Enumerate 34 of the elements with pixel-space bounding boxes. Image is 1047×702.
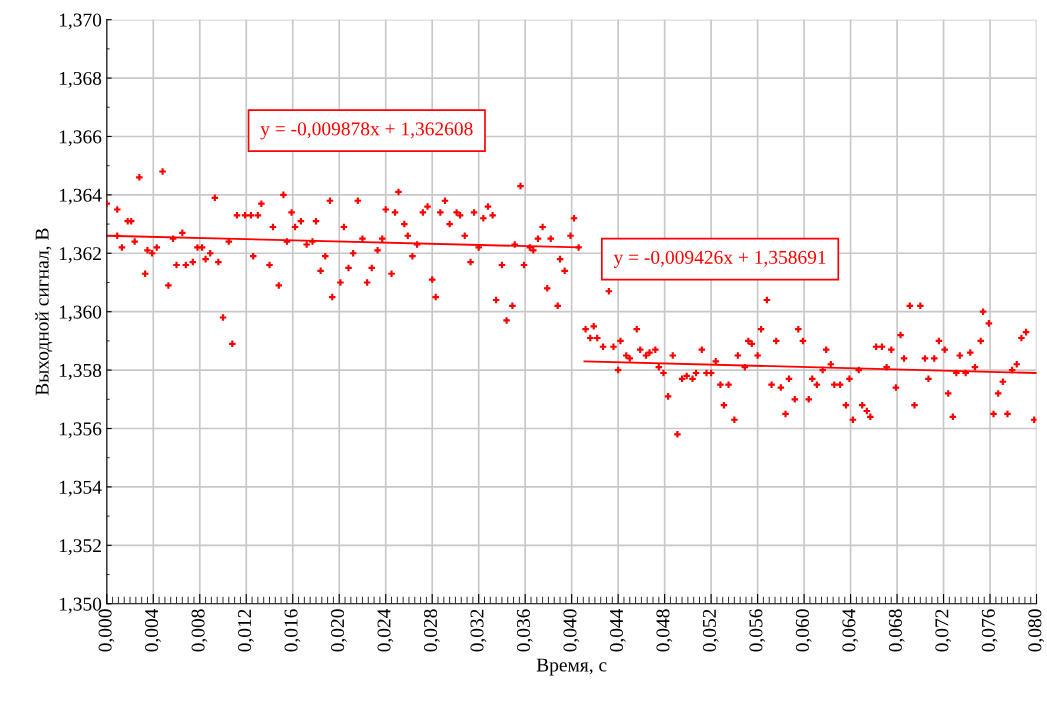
x-tick-label: 0,060: [795, 609, 812, 652]
annotation: y = -0,009878x + 1,362608: [260, 122, 473, 140]
x-axis-title: Время, с: [536, 658, 607, 676]
x-tick-label: 0,020: [330, 609, 347, 652]
y-tick-label: 1,362: [59, 247, 101, 264]
y-axis-title: Выходной сигнал, В: [35, 228, 53, 396]
y-tick-label: 1,364: [59, 188, 102, 205]
annotation: y = -0,009426x + 1,358691: [613, 250, 826, 268]
x-tick-label: 0,068: [888, 609, 905, 652]
x-tick-label: 0,064: [842, 608, 859, 652]
y-tick-label: 1,370: [59, 13, 102, 30]
x-tick-label: 0,044: [609, 608, 626, 652]
x-tick-label: 0,072: [935, 609, 952, 652]
x-tick-label: 0,048: [656, 609, 673, 652]
x-tick-label: 0,040: [563, 609, 580, 652]
y-tick-label: 1,360: [59, 305, 102, 322]
y-tick-label: 1,358: [59, 363, 102, 380]
x-tick-label: 0,036: [516, 609, 533, 652]
x-tick-label: 0,076: [981, 609, 998, 652]
y-tick-label: 1,356: [59, 422, 102, 439]
x-tick-label: 0,052: [702, 609, 719, 652]
x-tick-label: 0,016: [284, 609, 301, 652]
y-tick-label: 1,368: [59, 71, 102, 88]
x-tick-label: 0,008: [191, 609, 208, 652]
x-tick-label: 0,056: [749, 609, 766, 652]
x-tick-label: 0,080: [1028, 609, 1045, 652]
x-tick-label: 0,004: [145, 608, 161, 652]
x-tick-label: 0,032: [470, 609, 487, 652]
x-tick-label: 0,012: [238, 609, 254, 652]
y-tick-label: 1,352: [59, 539, 101, 556]
x-tick-label: 0,024: [377, 608, 394, 652]
x-tick-label: 0,028: [423, 609, 440, 652]
y-tick-label: 1,366: [59, 130, 102, 147]
y-tick-label: 1,354: [59, 480, 102, 497]
